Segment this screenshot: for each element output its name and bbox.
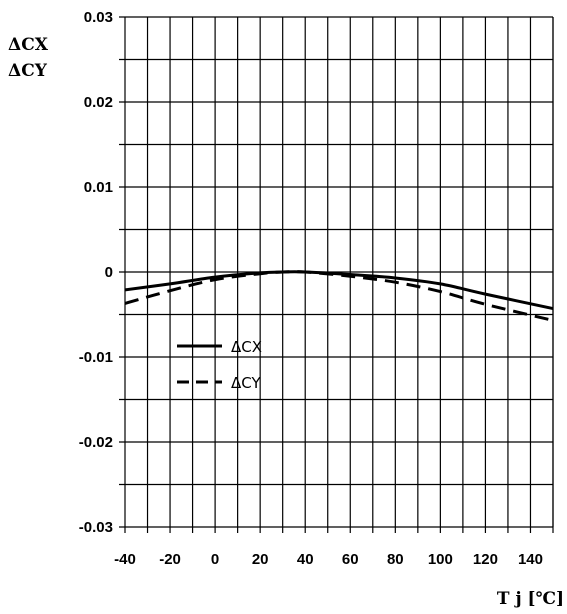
x-axis-label: T j [℃]: [497, 589, 564, 609]
y-tick-label: -0.01: [79, 349, 113, 366]
y-tick-labels: 0.03 0.02 0.01 0 -0.01 -0.02 -0.03: [79, 9, 113, 536]
y-tick-label: 0: [105, 264, 113, 281]
x-tick-label: 40: [297, 551, 314, 568]
y-axis-label-line-2: ΔCY: [8, 61, 48, 81]
x-tick-label: 20: [252, 551, 269, 568]
x-tick-label: 0: [211, 551, 219, 568]
x-tick-labels: -40 -20 0 20 40 60 80 100 120 140: [114, 551, 543, 568]
legend-label-dcx: ΔCX: [231, 338, 262, 356]
y-tick-label: 0.03: [84, 9, 113, 26]
series-line-dcy: [124, 270, 554, 322]
legend-label-dcy: ΔCY: [231, 374, 261, 392]
series-line-dcx: [124, 270, 554, 311]
series-layer: [124, 270, 554, 322]
x-tick-label: -40: [114, 551, 136, 568]
x-tick-label: -20: [159, 551, 181, 568]
y-axis-label-line-1: ΔCX: [8, 35, 49, 55]
x-tick-label: 60: [342, 551, 359, 568]
legend: ΔCX ΔCY: [177, 338, 262, 392]
x-tick-label: 120: [473, 551, 498, 568]
y-tick-label: 0.02: [84, 94, 113, 111]
x-tick-label: 80: [387, 551, 404, 568]
x-tick-label: 140: [518, 551, 543, 568]
y-tick-label: -0.02: [79, 434, 113, 451]
plot-grid: [119, 16, 554, 533]
y-tick-label: 0.01: [84, 179, 113, 196]
y-tick-label: -0.03: [79, 519, 113, 536]
x-tick-label: 100: [428, 551, 453, 568]
